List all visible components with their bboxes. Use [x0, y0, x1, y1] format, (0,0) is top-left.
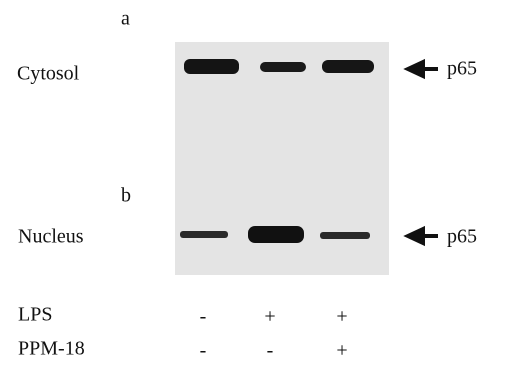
- band: [184, 59, 239, 74]
- figure: a Cytosol p65 b Nucleus p65 LPS - + + PP…: [0, 0, 506, 365]
- marker-label: p65: [447, 226, 477, 248]
- treatment-sign: -: [200, 340, 207, 362]
- treatment-sign: -: [200, 306, 207, 328]
- band: [320, 232, 370, 239]
- treatment-sign: +: [336, 340, 347, 362]
- fraction-label: Cytosol: [17, 63, 80, 85]
- treatment-sign: -: [267, 340, 274, 362]
- arrow: [408, 229, 438, 243]
- panel-label: b: [121, 185, 131, 207]
- arrow: [408, 62, 438, 76]
- fraction-label: Nucleus: [18, 226, 84, 248]
- treatment-label: LPS: [18, 304, 52, 326]
- band: [260, 62, 306, 72]
- band: [180, 231, 228, 238]
- panel-label: a: [121, 8, 130, 30]
- treatment-sign: +: [336, 306, 347, 328]
- band: [322, 60, 374, 73]
- band: [248, 226, 304, 243]
- treatment-label: PPM-18: [18, 338, 85, 360]
- marker-label: p65: [447, 58, 477, 80]
- treatment-sign: +: [264, 306, 275, 328]
